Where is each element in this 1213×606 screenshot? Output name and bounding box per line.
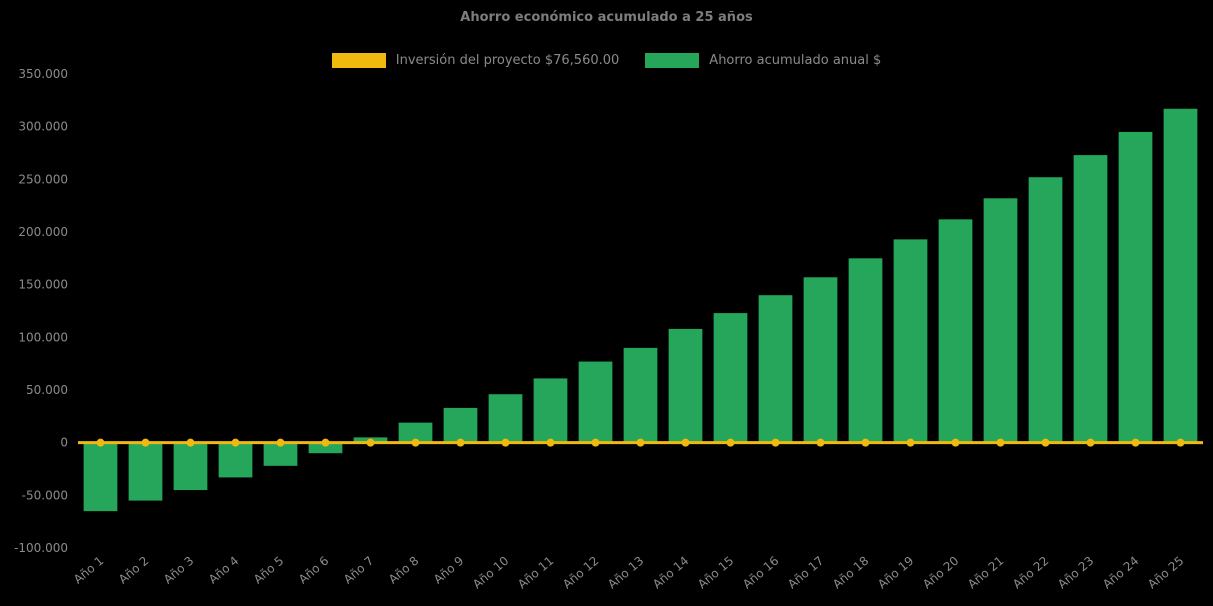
svg-text:Año 25: Año 25: [1145, 554, 1186, 592]
svg-text:300.000: 300.000: [18, 120, 68, 134]
svg-text:0: 0: [60, 436, 68, 450]
svg-text:Año 18: Año 18: [830, 554, 871, 592]
svg-text:Año 17: Año 17: [785, 554, 826, 592]
svg-text:Año 9: Año 9: [431, 554, 467, 587]
svg-text:Año 14: Año 14: [650, 554, 691, 592]
svg-text:Año 24: Año 24: [1100, 554, 1141, 592]
svg-text:-50.000: -50.000: [22, 488, 68, 502]
svg-text:-100.000: -100.000: [14, 541, 68, 555]
legend-item-savings[interactable]: Ahorro acumulado anual $: [645, 53, 881, 68]
svg-text:Año 19: Año 19: [875, 554, 916, 592]
svg-text:Año 4: Año 4: [206, 554, 242, 587]
svg-text:Año 1: Año 1: [71, 554, 107, 587]
svg-text:150.000: 150.000: [18, 278, 68, 292]
svg-text:Año 22: Año 22: [1010, 554, 1051, 592]
svg-text:Año 21: Año 21: [965, 554, 1006, 592]
svg-text:Año 8: Año 8: [386, 554, 422, 587]
svg-text:Año 3: Año 3: [161, 554, 197, 587]
legend-label-investment: Inversión del proyecto $76,560.00: [395, 53, 620, 68]
svg-text:Año 15: Año 15: [695, 554, 736, 592]
svg-text:Año 23: Año 23: [1055, 554, 1096, 592]
svg-text:100.000: 100.000: [18, 330, 68, 344]
svg-text:350.000: 350.000: [18, 67, 68, 81]
legend-label-savings: Ahorro acumulado anual $: [709, 53, 882, 68]
svg-text:Año 12: Año 12: [560, 554, 601, 592]
svg-text:250.000: 250.000: [18, 172, 68, 186]
legend-swatch-savings: [645, 53, 700, 68]
legend-swatch-investment: [331, 53, 386, 68]
chart-title: Ahorro económico acumulado a 25 años: [460, 10, 753, 25]
svg-text:Año 7: Año 7: [341, 554, 377, 587]
svg-text:Año 20: Año 20: [920, 554, 961, 592]
svg-text:Año 2: Año 2: [116, 554, 152, 587]
svg-text:50.000: 50.000: [26, 383, 68, 397]
svg-text:Año 10: Año 10: [470, 554, 511, 592]
legend-item-investment[interactable]: Inversión del proyecto $76,560.00: [331, 53, 620, 68]
svg-text:200.000: 200.000: [18, 225, 68, 239]
svg-text:Año 6: Año 6: [296, 554, 332, 587]
svg-text:Año 13: Año 13: [605, 554, 646, 592]
chart-legend: Inversión del proyecto $76,560.00 Ahorro…: [0, 53, 1213, 68]
svg-text:Año 11: Año 11: [515, 554, 556, 592]
svg-text:Año 5: Año 5: [251, 554, 287, 587]
svg-text:Año 16: Año 16: [740, 554, 781, 592]
